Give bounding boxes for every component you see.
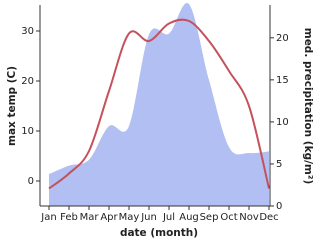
- x-tick-label: Jun: [140, 212, 157, 223]
- y2-tick-label: 0: [276, 201, 282, 212]
- y2-tick-label: 15: [276, 75, 289, 86]
- x-axis-label: date (month): [120, 227, 198, 239]
- x-tick-label: Aug: [179, 212, 199, 223]
- plot-area: [48, 2, 270, 206]
- y-tick-label: 10: [21, 126, 34, 137]
- y-axis-label: max temp (C): [6, 66, 18, 146]
- x-tick-label: Dec: [259, 212, 278, 223]
- x-tick-label: Nov: [239, 212, 259, 223]
- y2-tick-label: 5: [276, 159, 282, 170]
- y-tick-label: 30: [21, 26, 34, 37]
- temp-line: [48, 18, 270, 190]
- x-tick-label: May: [119, 212, 140, 223]
- x-tick-label: Apr: [100, 212, 118, 223]
- x-tick-label: Feb: [60, 212, 78, 223]
- x-tick-label: Mar: [80, 212, 100, 223]
- x-tick-label: Sep: [200, 212, 219, 223]
- precipitation-area: [49, 2, 269, 206]
- y-tick-label: 20: [21, 76, 34, 87]
- x-tick-label: Jan: [40, 212, 56, 223]
- x-tick-label: Jul: [162, 212, 175, 223]
- y2-axis-label: med. precipitation (kg/m²): [302, 28, 314, 185]
- y2-tick-label: 10: [276, 117, 289, 128]
- y-tick-label: 0: [28, 176, 34, 187]
- x-tick-label: Oct: [220, 212, 237, 223]
- y2-tick-label: 20: [276, 33, 289, 44]
